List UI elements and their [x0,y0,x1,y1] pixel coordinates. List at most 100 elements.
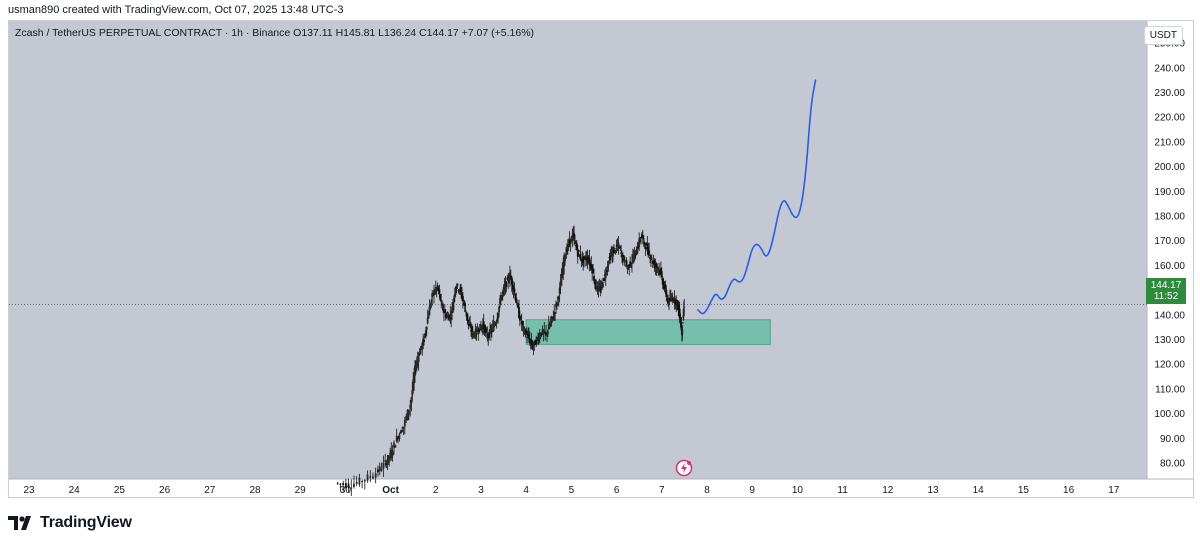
candle-body [639,239,642,241]
candle-body [613,247,616,249]
candle [529,338,532,350]
x-tick-label: 7 [659,485,665,496]
candle-body [671,298,674,301]
candle [466,313,469,325]
candle-body [545,332,547,334]
candle [561,261,564,279]
candle-body [571,235,574,242]
candle-body [666,298,669,300]
candle-body [449,314,452,317]
candle [558,282,561,303]
candle [648,242,651,257]
candle-body [435,287,438,292]
candle-body [431,293,434,298]
candle-body [630,264,632,267]
candle [459,283,462,295]
candle [553,304,556,321]
candle [380,462,383,472]
candle-body [584,256,586,258]
currency-button[interactable]: USDT [1143,26,1183,45]
candle [521,320,524,332]
x-tick-label: 8 [704,485,710,496]
candle [534,339,537,345]
candle [596,281,599,295]
candle [361,479,364,489]
candle-body [612,249,614,257]
candle [670,293,673,303]
candle-body [452,297,455,302]
candle-body [565,249,568,253]
candle [403,416,406,435]
candle [547,315,550,330]
candle [634,249,637,259]
candle-body [594,279,597,290]
candle [385,459,388,469]
candle [631,248,634,263]
candle-body [634,249,637,252]
candle-body [576,250,579,257]
candle-body [608,257,611,259]
candle-body [615,245,618,247]
candle [374,467,377,484]
candle [504,276,507,295]
candle [493,320,496,328]
candle-body [562,263,565,275]
candle [583,256,585,268]
candle [516,299,519,307]
candle-body [627,265,630,268]
candle [350,479,353,497]
candle-body [411,389,414,396]
candle-body [471,327,473,333]
candle-body [674,299,677,304]
candle-body [644,247,647,250]
candle [651,259,654,268]
candle-body [569,239,572,244]
candle-body [439,294,442,301]
candle [464,303,467,313]
candle-body [606,267,609,269]
x-tick-label: 9 [749,485,755,496]
candle [388,456,391,467]
candle [432,292,434,297]
candle-body [528,334,530,339]
candle-body [363,479,366,482]
candle-body [584,258,587,261]
y-tick-label: 140.00 [1154,310,1185,321]
candle-body [581,258,584,261]
candle-body [487,337,490,339]
candle-body [683,306,686,308]
candle-body [491,325,494,328]
candle [435,286,438,298]
candle-body [575,243,578,250]
candle [637,242,640,250]
candle [512,284,515,299]
candle [544,331,547,341]
candle-body [412,379,415,391]
y-tick-label: 200.00 [1154,162,1185,173]
chart-panel[interactable]: 250.00240.00230.00220.00210.00200.00190.… [8,20,1194,498]
candle-body [493,324,496,326]
candle-body [518,306,520,318]
candle [537,333,540,345]
chart-canvas[interactable]: 250.00240.00230.00220.00210.00200.00190.… [9,21,1194,498]
candle [581,251,584,266]
candle-body [660,271,663,278]
candle-body [659,270,661,274]
candle-body [679,317,682,324]
tradingview-logo[interactable]: TradingView [8,514,132,532]
lightning-bolt-icon[interactable] [675,459,693,477]
candle-body [534,340,537,345]
candle [556,302,558,310]
candle [591,264,594,281]
candle [545,324,547,336]
candle [484,324,487,337]
candle-body [473,335,476,337]
candle-body [446,315,449,317]
candle-body [453,293,456,297]
candle-body [641,235,644,239]
candle-body [619,246,622,249]
y-tick-label: 120.00 [1154,360,1185,371]
candle-body [544,332,547,334]
candle-body [551,316,554,318]
candle-body [618,247,621,249]
